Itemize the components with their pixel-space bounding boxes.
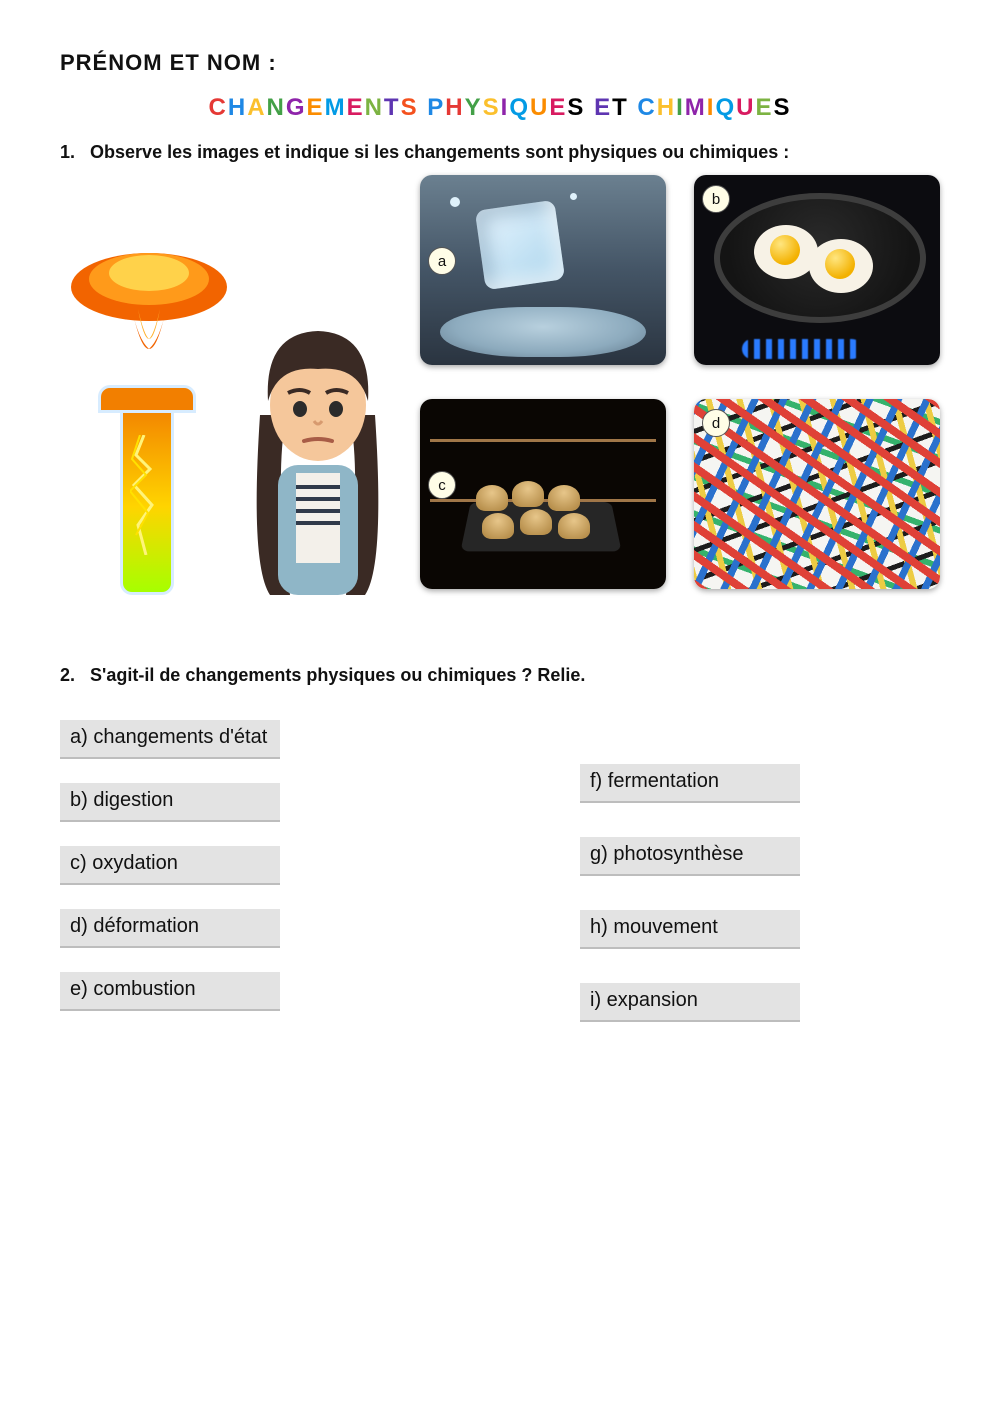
question-2: 2. S'agit-il de changements physiques ou… [60,665,940,686]
image-label-c: c [428,471,456,499]
match-item-b[interactable]: b) digestion [60,783,280,822]
match-item-i[interactable]: i) expansion [580,983,800,1022]
match-item-e[interactable]: e) combustion [60,972,280,1011]
image-b-frying-eggs[interactable]: b [694,175,940,365]
page-title: CHANGEMENTS PHYSIQUES ET CHIMIQUES [60,94,940,122]
q2-number: 2. [60,665,75,685]
name-field-label: PRÉNOM ET NOM : [60,50,940,76]
image-label-d: d [702,409,730,437]
image-c-baking-muffins[interactable]: c [420,399,666,589]
section-1-images: a b c d [60,175,940,595]
image-label-b: b [702,185,730,213]
mushroom-cloud-icon [64,239,234,399]
image-label-a: a [428,247,456,275]
question-1: 1. Observe les images et indique si les … [60,142,940,163]
image-a-ice-melting[interactable]: a [420,175,666,365]
match-item-h[interactable]: h) mouvement [580,910,800,949]
matching-right-column: f) fermentation g) photosynthèse h) mouv… [580,764,940,1022]
match-item-c[interactable]: c) oxydation [60,846,280,885]
match-item-g[interactable]: g) photosynthèse [580,837,800,876]
illustration-beaker-avatar [60,175,390,595]
matching-left-column: a) changements d'état b) digestion c) ox… [60,720,420,1022]
avatar-icon [230,305,405,595]
beaker-explosion-icon [70,325,210,595]
match-item-f[interactable]: f) fermentation [580,764,800,803]
match-item-d[interactable]: d) déformation [60,909,280,948]
q2-text: S'agit-il de changements physiques ou ch… [90,665,585,685]
q1-number: 1. [60,142,75,162]
matching-items: a) changements d'état b) digestion c) ox… [60,720,940,1022]
match-item-a[interactable]: a) changements d'état [60,720,280,759]
image-d-shredded-paper[interactable]: d [694,399,940,589]
q1-text: Observe les images et indique si les cha… [90,142,789,162]
